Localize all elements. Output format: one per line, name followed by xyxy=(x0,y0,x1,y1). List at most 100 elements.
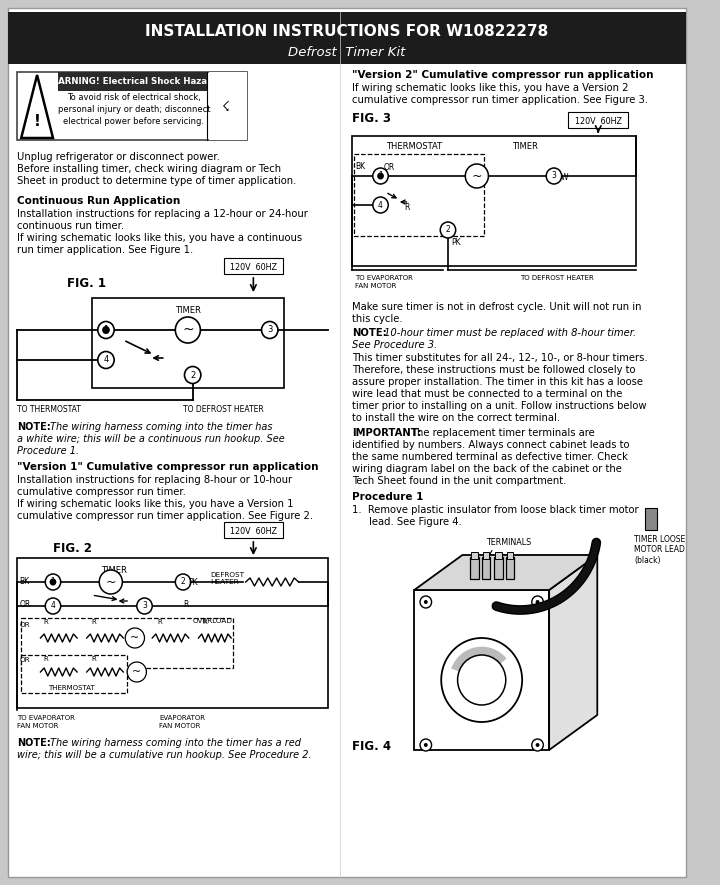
Text: cumulative compressor run timer application. See Figure 2.: cumulative compressor run timer applicat… xyxy=(17,511,313,521)
Bar xyxy=(482,552,490,559)
Bar xyxy=(17,558,328,708)
Text: 120V  60HZ: 120V 60HZ xyxy=(230,263,277,272)
Text: assure proper installation. The timer in this kit has a loose: assure proper installation. The timer in… xyxy=(351,377,643,387)
Text: Before installing timer, check wiring diagram or Tech: Before installing timer, check wiring di… xyxy=(17,164,282,174)
Bar xyxy=(470,557,479,579)
Text: 3: 3 xyxy=(552,172,557,181)
Text: 120V  60HZ: 120V 60HZ xyxy=(575,117,622,126)
Circle shape xyxy=(176,317,200,343)
Text: Defrost  Timer Kit: Defrost Timer Kit xyxy=(288,45,405,58)
Text: this cycle.: this cycle. xyxy=(351,314,402,324)
Text: 1.  Remove plastic insulator from loose black timer motor: 1. Remove plastic insulator from loose b… xyxy=(351,505,638,515)
Text: the same numbered terminal as defective timer. Check: the same numbered terminal as defective … xyxy=(351,452,628,462)
Circle shape xyxy=(465,164,488,188)
Text: 10-hour timer must be replaced with 8-hour timer.: 10-hour timer must be replaced with 8-ho… xyxy=(384,328,636,338)
Bar xyxy=(223,258,283,274)
Bar xyxy=(21,618,233,668)
Text: Unplug refrigerator or disconnect power.: Unplug refrigerator or disconnect power. xyxy=(17,152,220,162)
Circle shape xyxy=(424,600,428,604)
Text: The replacement timer terminals are: The replacement timer terminals are xyxy=(411,428,595,438)
Text: PK: PK xyxy=(188,578,197,587)
Text: NOTE:: NOTE: xyxy=(17,738,51,748)
Text: If wiring schematic looks like this, you have a Version 2: If wiring schematic looks like this, you… xyxy=(351,83,628,93)
Text: Tech Sheet found in the unit compartment.: Tech Sheet found in the unit compartment… xyxy=(351,476,566,486)
Text: FAN MOTOR: FAN MOTOR xyxy=(159,723,200,729)
Text: R: R xyxy=(43,656,48,662)
Text: INSTALLATION INSTRUCTIONS FOR W10822278: INSTALLATION INSTRUCTIONS FOR W10822278 xyxy=(145,25,549,40)
Text: To avoid risk of electrical shock,
personal injury or death; disconnect
electric: To avoid risk of electrical shock, perso… xyxy=(58,93,210,126)
Text: a white wire; this will be a continuous run hookup. See: a white wire; this will be a continuous … xyxy=(17,434,285,444)
Circle shape xyxy=(441,638,522,722)
Text: R: R xyxy=(405,203,410,212)
Text: FIG. 2: FIG. 2 xyxy=(53,542,92,555)
Text: FAN MOTOR: FAN MOTOR xyxy=(17,723,59,729)
Circle shape xyxy=(373,168,388,184)
Text: Installation instructions for replacing 8-hour or 10-hour: Installation instructions for replacing … xyxy=(17,475,292,485)
Circle shape xyxy=(127,662,146,682)
Text: continuous run timer.: continuous run timer. xyxy=(17,221,125,231)
Text: R: R xyxy=(91,619,96,625)
Text: 2: 2 xyxy=(181,578,186,587)
Circle shape xyxy=(98,351,114,368)
Polygon shape xyxy=(549,555,598,750)
Text: IMPORTANT:: IMPORTANT: xyxy=(351,428,421,438)
Text: OR: OR xyxy=(19,657,30,663)
Text: If wiring schematic looks like this, you have a Version 1: If wiring schematic looks like this, you… xyxy=(17,499,294,509)
Text: to install the wire on the correct terminal.: to install the wire on the correct termi… xyxy=(351,413,559,423)
Text: 1: 1 xyxy=(378,172,383,181)
Text: cumulative compressor run timer.: cumulative compressor run timer. xyxy=(17,487,186,497)
Text: PK: PK xyxy=(451,238,461,247)
Text: TO EVAPORATOR: TO EVAPORATOR xyxy=(17,715,75,721)
Circle shape xyxy=(176,574,191,590)
Text: ~: ~ xyxy=(472,170,482,182)
Circle shape xyxy=(424,743,428,747)
Circle shape xyxy=(125,628,145,648)
Text: OVERLOAD: OVERLOAD xyxy=(193,618,233,624)
Text: BK: BK xyxy=(356,162,366,171)
Text: TIMER LOOSE
MOTOR LEAD
(black): TIMER LOOSE MOTOR LEAD (black) xyxy=(634,535,685,565)
Text: OR: OR xyxy=(384,163,395,172)
Text: wiring diagram label on the back of the cabinet or the: wiring diagram label on the back of the … xyxy=(351,464,621,474)
Text: identified by numbers. Always connect cabinet leads to: identified by numbers. Always connect ca… xyxy=(351,440,629,450)
Text: cumulative compressor run timer application. See Figure 3.: cumulative compressor run timer applicat… xyxy=(351,95,647,105)
Text: TIMER: TIMER xyxy=(101,566,127,575)
Text: TO THERMOSTAT: TO THERMOSTAT xyxy=(17,405,81,414)
Text: 3: 3 xyxy=(267,326,272,335)
Text: Continuous Run Application: Continuous Run Application xyxy=(17,196,181,206)
Text: Procedure 1.: Procedure 1. xyxy=(17,446,79,456)
Text: FIG. 1: FIG. 1 xyxy=(68,277,107,290)
Text: ~: ~ xyxy=(182,323,194,337)
Text: OR: OR xyxy=(19,622,30,628)
Text: run timer application. See Figure 1.: run timer application. See Figure 1. xyxy=(17,245,194,255)
Text: 4: 4 xyxy=(104,356,109,365)
Bar xyxy=(58,72,208,91)
Bar xyxy=(495,552,502,559)
Text: TO DEFROST HEATER: TO DEFROST HEATER xyxy=(521,275,594,281)
Bar xyxy=(505,557,514,579)
Text: R: R xyxy=(43,619,48,625)
Bar xyxy=(17,72,247,140)
Text: !: ! xyxy=(34,114,40,129)
Circle shape xyxy=(420,739,431,751)
Circle shape xyxy=(102,326,110,334)
Circle shape xyxy=(532,739,544,751)
Text: lead. See Figure 4.: lead. See Figure 4. xyxy=(369,517,462,527)
Text: This timer substitutes for all 24-, 12-, 10-, or 8-hour timers.: This timer substitutes for all 24-, 12-,… xyxy=(351,353,647,363)
Circle shape xyxy=(261,321,278,338)
Text: 120V  60HZ: 120V 60HZ xyxy=(230,527,277,535)
Text: 1: 1 xyxy=(50,578,55,587)
Circle shape xyxy=(546,168,562,184)
Text: "Version 2" Cumulative compressor run application: "Version 2" Cumulative compressor run ap… xyxy=(351,70,653,80)
Bar xyxy=(21,655,127,693)
Text: THERMOSTAT: THERMOSTAT xyxy=(48,685,95,691)
Text: Installation instructions for replacing a 12-hour or 24-hour: Installation instructions for replacing … xyxy=(17,209,308,219)
Circle shape xyxy=(536,743,539,747)
Circle shape xyxy=(420,596,431,608)
Bar xyxy=(645,508,657,530)
Text: wire; this will be a cumulative run hookup. See Procedure 2.: wire; this will be a cumulative run hook… xyxy=(17,750,312,760)
Text: ~: ~ xyxy=(132,667,141,677)
Text: TIMER: TIMER xyxy=(512,142,538,151)
Text: EVAPORATOR: EVAPORATOR xyxy=(159,715,205,721)
Circle shape xyxy=(536,600,539,604)
Text: WARNING! Electrical Shock Hazard: WARNING! Electrical Shock Hazard xyxy=(49,78,217,87)
